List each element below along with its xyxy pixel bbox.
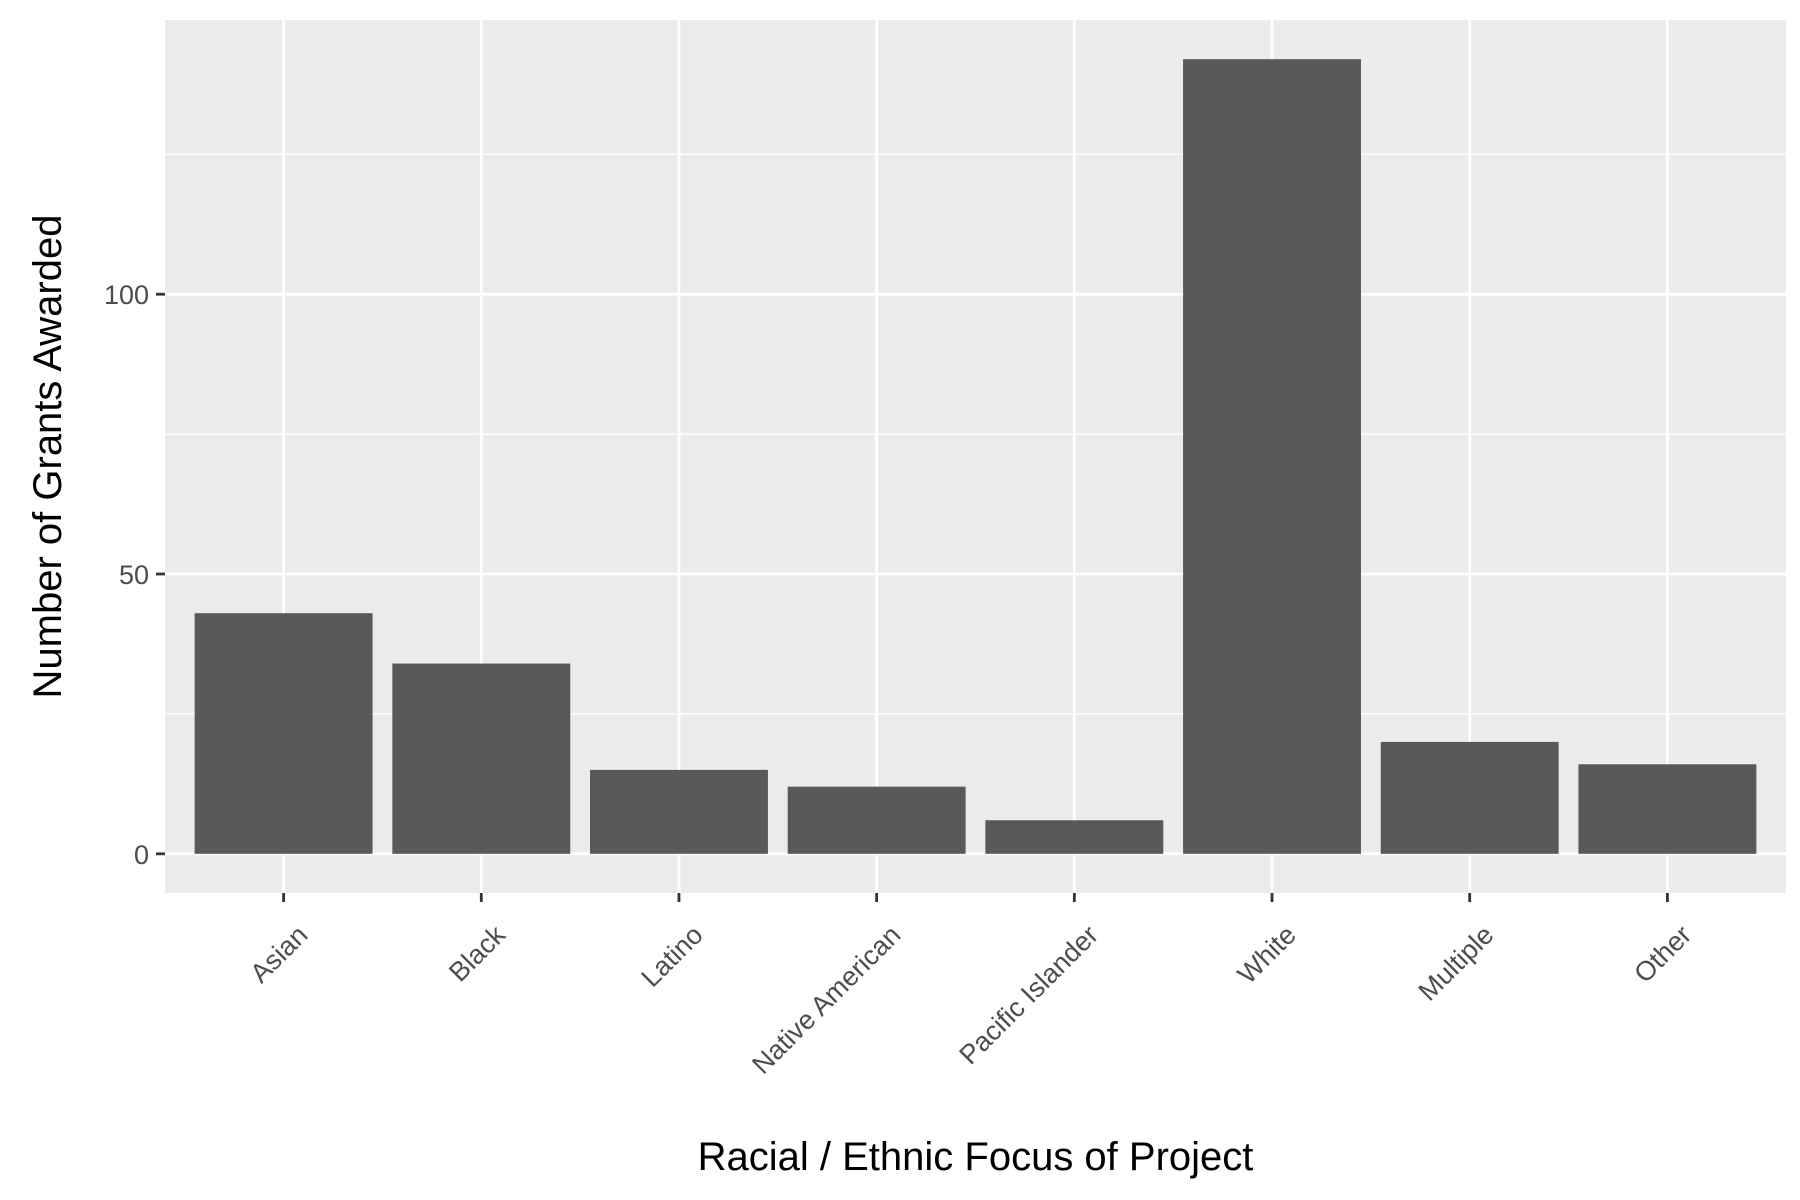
bar-pacific-islander: [985, 820, 1164, 854]
x-tick-label: Black: [443, 919, 511, 987]
y-axis-title: Number of Grants Awarded: [26, 215, 70, 699]
x-tick-label: Multiple: [1413, 920, 1500, 1007]
bar-native-american: [787, 786, 966, 854]
x-tick-label: Native American: [746, 920, 906, 1080]
bar-black: [392, 663, 571, 854]
bars: [194, 59, 1757, 854]
bar-multiple: [1380, 741, 1559, 854]
x-tick-label: Asian: [244, 920, 313, 989]
y-tick-label: 0: [134, 840, 149, 870]
bar-white: [1183, 59, 1361, 854]
x-tick-label: Pacific Islander: [953, 920, 1104, 1071]
bar-asian: [194, 613, 373, 854]
x-tick-label: White: [1232, 920, 1302, 990]
bar-latino: [590, 769, 768, 854]
y-tick-label: 50: [119, 560, 149, 590]
x-tick-label: Latino: [636, 920, 709, 993]
y-tick-label: 100: [104, 280, 149, 310]
x-axis-title: Racial / Ethnic Focus of Project: [698, 1135, 1254, 1179]
x-axis: Asian Black Latino Native American Pacific I…: [244, 893, 1697, 1080]
y-axis: 0 50 100: [104, 280, 165, 870]
bar-other: [1578, 764, 1757, 854]
x-tick-label: Other: [1628, 920, 1697, 989]
